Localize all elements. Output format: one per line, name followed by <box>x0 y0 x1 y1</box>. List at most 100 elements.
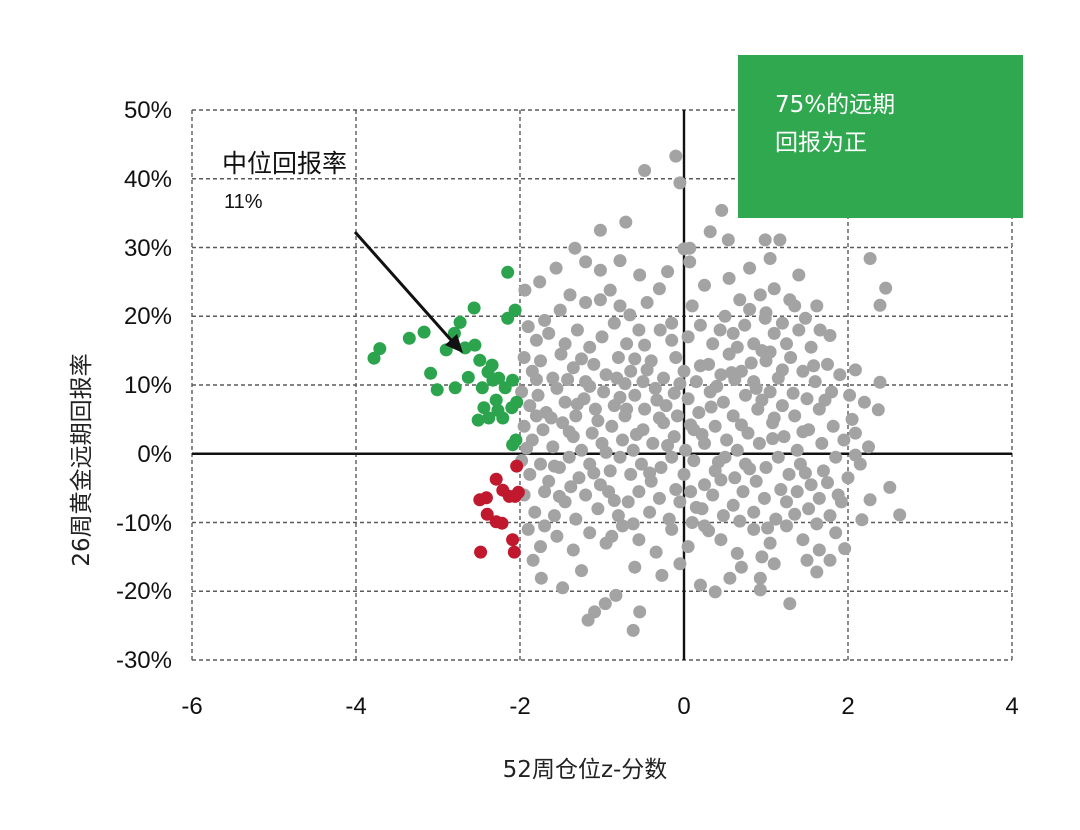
gray-data-point <box>743 261 757 275</box>
x-tick-labels: -6 -4 -2 0 2 4 <box>181 693 1018 720</box>
gray-data-point <box>673 495 687 509</box>
gray-data-point <box>550 381 564 395</box>
gray-data-point <box>526 553 540 567</box>
gray-data-point <box>533 275 547 289</box>
gray-data-point <box>755 550 769 564</box>
gray-data-point <box>780 337 793 351</box>
gray-data-point <box>725 366 739 380</box>
gray-data-point <box>643 466 657 480</box>
gray-data-point <box>738 318 752 332</box>
gray-data-point <box>812 543 826 557</box>
gray-data-point <box>587 466 601 480</box>
gray-data-point <box>730 443 744 457</box>
gray-data-point <box>579 296 593 309</box>
gray-data-point <box>863 493 877 507</box>
gray-data-point <box>523 399 537 413</box>
gray-data-point <box>648 381 662 395</box>
gray-data-point <box>620 402 634 416</box>
gray-data-point <box>581 613 595 627</box>
gray-data-point <box>788 299 802 313</box>
median-return-value: 11% <box>224 191 263 213</box>
gray-data-point <box>838 542 852 556</box>
gray-data-point <box>698 278 711 292</box>
y-tick-label: 30% <box>124 235 172 262</box>
gray-data-point <box>883 480 897 494</box>
gray-data-point <box>628 560 642 574</box>
gray-data-point <box>739 388 752 402</box>
gray-data-point <box>763 345 777 359</box>
gray-data-point <box>761 521 775 535</box>
gray-data-point <box>605 529 619 543</box>
gray-data-point <box>747 505 761 519</box>
gray-data-point <box>667 386 681 400</box>
gray-data-point <box>681 540 695 554</box>
gray-data-point <box>538 313 552 327</box>
gray-data-point <box>613 450 627 464</box>
gray-data-point <box>542 474 556 488</box>
gray-data-point <box>564 480 578 494</box>
gray-data-point <box>711 455 725 469</box>
gray-data-point <box>687 454 701 468</box>
gray-data-point <box>736 485 750 499</box>
gray-data-point <box>767 282 781 296</box>
gray-data-point <box>669 351 683 364</box>
gray-data-point <box>661 439 675 452</box>
gray-data-point <box>862 440 875 454</box>
gray-data-point <box>743 462 757 476</box>
gray-data-point <box>843 388 857 402</box>
gray-data-point <box>583 340 597 354</box>
gray-data-point <box>536 423 550 437</box>
green-data-point <box>508 303 522 317</box>
gray-data-point <box>693 359 707 373</box>
gray-data-point <box>562 450 576 464</box>
gray-data-point <box>613 390 627 404</box>
y-tick-label: 50% <box>124 97 172 124</box>
gray-data-point <box>556 581 570 595</box>
gray-data-point <box>810 565 824 579</box>
gray-data-point <box>808 375 822 389</box>
gray-data-point <box>603 464 617 478</box>
gray-data-point <box>716 395 730 409</box>
gray-data-point <box>823 509 837 523</box>
gray-data-point <box>657 371 670 385</box>
gray-data-point <box>673 176 687 190</box>
gray-data-point <box>599 445 613 459</box>
green-data-point <box>492 371 506 385</box>
gray-data-point <box>710 379 724 393</box>
green-data-point <box>468 338 482 352</box>
gray-data-point <box>816 464 830 478</box>
gray-data-point <box>544 411 558 425</box>
gray-data-point <box>599 368 613 382</box>
gray-data-point <box>766 432 780 446</box>
green-data-point <box>491 403 505 417</box>
y-tick-label: -30% <box>116 647 172 674</box>
gray-data-point <box>823 329 837 342</box>
gray-data-point <box>775 363 789 377</box>
gray-data-point <box>800 392 814 406</box>
gray-data-point <box>553 303 567 317</box>
gray-data-point <box>632 533 646 547</box>
gray-data-point <box>689 375 703 389</box>
gray-data-point <box>753 288 767 302</box>
gray-data-point <box>695 428 709 441</box>
gray-data-point <box>744 356 758 370</box>
gray-data-point <box>815 436 829 450</box>
y-tick-label: 10% <box>124 372 172 399</box>
x-tick-label: -6 <box>181 693 202 720</box>
gray-data-point <box>520 441 534 455</box>
gray-data-point <box>723 571 737 585</box>
x-tick-label: -2 <box>509 693 530 720</box>
gray-data-point <box>570 323 584 337</box>
callout-line: 75%的远期 <box>775 92 895 118</box>
gray-data-point <box>758 233 772 247</box>
gray-data-point <box>597 385 611 399</box>
gray-data-point <box>837 433 851 447</box>
gray-data-point <box>747 522 761 536</box>
green-data-point <box>461 370 475 384</box>
gray-data-point <box>788 507 802 521</box>
gray-data-point <box>669 483 683 496</box>
gray-data-point <box>624 467 638 481</box>
gray-data-point <box>704 400 718 414</box>
gray-data-point <box>726 409 740 423</box>
gray-data-point <box>566 361 580 375</box>
